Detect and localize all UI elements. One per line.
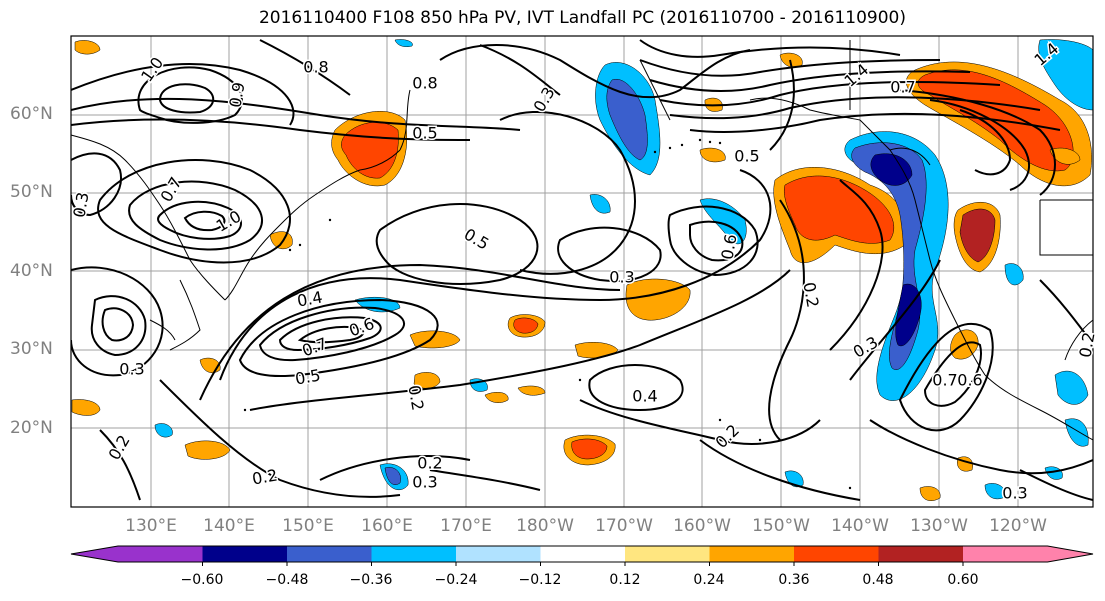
contour-label: 0.2	[404, 384, 427, 412]
contour-label: 0.7	[932, 371, 957, 390]
contour-label: 0.3	[1002, 484, 1027, 503]
colorbar-segment	[794, 546, 880, 562]
contour-label: 0.4	[632, 387, 657, 406]
lat-label-20n: 20°N	[10, 418, 53, 438]
colorbar-segment	[118, 546, 204, 562]
lon-label-130w: 130°W	[910, 516, 968, 536]
colorbar-outline	[70, 545, 1094, 563]
contour-label: 0.8	[303, 58, 328, 77]
colorbar-extend-min	[71, 546, 118, 562]
colorbar-segment	[963, 546, 1049, 562]
lon-label-170w: 170°W	[595, 516, 653, 536]
lat-label-60n: 60°N	[10, 104, 53, 124]
lon-label-150w: 150°W	[752, 516, 810, 536]
colorbar-segment	[625, 546, 711, 562]
colorbar-segment	[878, 546, 964, 562]
colorbar-segment	[540, 546, 626, 562]
coastlines	[71, 40, 1093, 441]
colorbar-tick-label: 0.12	[609, 572, 641, 588]
lon-label-160e: 160°E	[361, 516, 413, 536]
lon-label-180w: 180°W	[516, 516, 574, 536]
colorbar-segment	[287, 546, 373, 562]
lat-label-50n: 50°N	[10, 182, 53, 202]
colorbar-tick-label: 0.36	[778, 572, 810, 588]
lon-label-130e: 130°E	[125, 516, 177, 536]
contour-label: 0.3	[609, 268, 634, 287]
colorbar	[70, 545, 1094, 566]
lon-label-150e: 150°E	[282, 516, 334, 536]
contour-label: 0.3	[412, 473, 437, 492]
colorbar-segment	[371, 546, 457, 562]
island-markers	[243, 138, 852, 490]
contour-label: 0.7	[890, 78, 915, 97]
lat-label-40n: 40°N	[10, 261, 53, 281]
colorbar-tick-label: 0.60	[947, 572, 979, 588]
colorbar-segment	[709, 546, 795, 562]
colorbar-tick-label: −0.48	[265, 572, 309, 588]
colorbar-tick-label: −0.60	[180, 572, 224, 588]
lon-label-140e: 140°E	[203, 516, 255, 536]
colorbar-segment	[202, 546, 288, 562]
lat-label-30n: 30°N	[10, 339, 53, 359]
contour-label: 0.6	[957, 371, 982, 390]
contour-label: 0.3	[119, 360, 144, 379]
colorbar-tick-label: 0.24	[693, 572, 725, 588]
ivt-contours	[71, 39, 1093, 501]
colorbar-extend-max	[1047, 546, 1093, 562]
lon-label-140w: 140°W	[831, 516, 889, 536]
pv-negative-shading	[154, 39, 1093, 500]
colorbar-tick-label: −0.24	[434, 572, 478, 588]
lon-label-120w: 120°W	[989, 516, 1047, 536]
contour-label: 0.2	[1075, 331, 1098, 359]
lon-label-170e: 170°E	[440, 516, 492, 536]
colorbar-tick-label: 0.48	[862, 572, 894, 588]
contour-label: 0.2	[417, 454, 442, 473]
contour-label: 0.5	[412, 124, 437, 143]
colorbar-tick-label: −0.36	[349, 572, 393, 588]
map-frame	[70, 35, 1094, 508]
map-title: 2016110400 F108 850 hPa PV, IVT Landfall…	[258, 8, 906, 28]
colorbar-segment	[456, 546, 542, 562]
contour-label: 0.8	[412, 74, 437, 93]
contour-label: 0.3	[69, 191, 92, 219]
lon-label-160w: 160°W	[673, 516, 731, 536]
colorbar-tick-label: −0.12	[518, 572, 562, 588]
contour-label: 0.5	[294, 365, 322, 388]
contour-label: 0.5	[734, 147, 759, 166]
